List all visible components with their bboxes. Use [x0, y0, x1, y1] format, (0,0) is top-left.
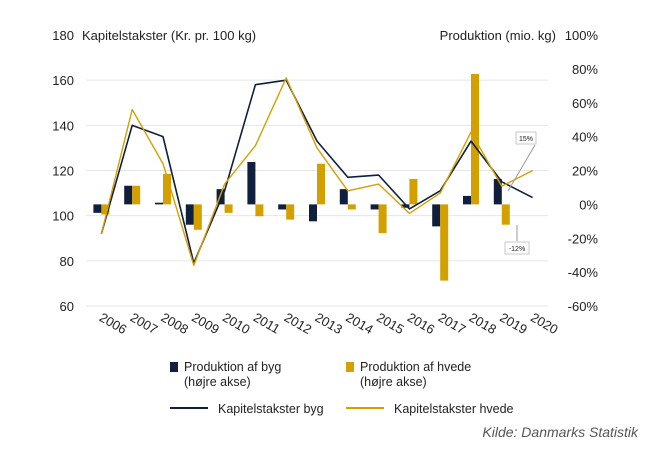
legend-item-hvede-line: Kapitelstakster hvede	[346, 402, 514, 417]
bar-hvede	[224, 204, 233, 213]
right-tick-label: 20%	[572, 164, 598, 179]
right-tick-label: 60%	[572, 96, 598, 111]
lines	[100, 77, 533, 267]
left-tick-label: 140	[52, 118, 74, 133]
annotation-label: 15%	[519, 136, 533, 143]
left-tick-label: 120	[52, 164, 74, 179]
bar-byg	[247, 162, 256, 205]
bar-hvede	[501, 204, 510, 225]
right-tick-label: -40%	[568, 265, 599, 280]
legend-note: (højre akse)	[360, 375, 427, 389]
left-tick-label: 160	[52, 73, 74, 88]
x-tick-label: 2010	[220, 310, 253, 337]
bars	[93, 73, 510, 281]
legend-label: Produktion af hvede	[360, 360, 472, 374]
annotation-label: -12%	[509, 246, 525, 253]
x-tick-label: 2013	[313, 310, 346, 337]
x-tick-label: 2012	[282, 310, 315, 337]
bar-byg	[401, 204, 410, 208]
bar-hvede	[132, 185, 141, 205]
legend-item-byg-line: Kapitelstakster byg	[170, 402, 324, 417]
bar-hvede	[193, 204, 202, 230]
source-note: Kilde: Danmarks Statistik	[482, 424, 638, 440]
right-tick-label: 0%	[579, 197, 598, 212]
bar-byg	[309, 204, 317, 222]
legend-item-byg-bar: Produktion af byg (højre akse)	[170, 360, 281, 390]
left-tick-label: 80	[60, 254, 74, 269]
right-tick-label: 40%	[572, 130, 598, 145]
x-tick-label: 2016	[405, 310, 438, 337]
x-tick-label: 2019	[497, 310, 530, 337]
legend-line	[170, 407, 208, 409]
bar-hvede	[440, 204, 449, 281]
right-tick-label: 100%	[565, 28, 599, 43]
x-tick-label: 2014	[343, 310, 376, 337]
x-tick-label: 2015	[374, 310, 407, 337]
left-tick-label: 180	[52, 28, 74, 43]
right-axis-ticks: -60% -40% -20% 0% 20% 40% 60% 80% 100%	[565, 28, 599, 314]
left-tick-label: 100	[52, 209, 74, 224]
bar-byg	[432, 204, 441, 227]
bar-byg	[339, 189, 348, 205]
bar-hvede	[317, 163, 325, 205]
bar-hvede	[255, 204, 264, 217]
line-kapitelstakster-hvede	[100, 77, 533, 267]
bar-byg	[155, 202, 163, 205]
bar-hvede	[163, 173, 171, 205]
annotation-minus-12: -12%	[504, 225, 530, 255]
bar-byg	[493, 178, 502, 205]
left-axis-ticks: 60 80 100 120 140 160 180	[52, 28, 74, 314]
left-tick-label: 60	[60, 299, 74, 314]
bar-hvede	[409, 178, 418, 205]
right-tick-label: -20%	[568, 231, 599, 246]
legend-swatch	[346, 362, 354, 372]
annotation-15: 15%	[507, 131, 537, 192]
legend-label: Kapitelstakster byg	[218, 402, 324, 416]
x-tick-label: 2007	[128, 310, 161, 337]
bar-hvede	[347, 204, 356, 210]
x-tick-label: 2006	[97, 310, 130, 337]
bar-hvede	[101, 204, 110, 215]
x-tick-label: 2009	[189, 310, 222, 337]
legend-label: Produktion af byg	[184, 360, 282, 374]
legend-item-hvede-bar: Produktion af hvede (højre akse)	[346, 360, 471, 390]
legend-label: Kapitelstakster hvede	[394, 402, 514, 416]
right-tick-label: -60%	[568, 299, 599, 314]
bar-byg	[370, 204, 379, 210]
line-kapitelstakster-byg	[100, 79, 533, 264]
bar-byg	[216, 189, 225, 205]
legend-swatch	[170, 362, 178, 372]
right-axis-title: Produktion (mio. kg)	[440, 28, 556, 43]
bar-byg	[93, 204, 102, 213]
x-tick-label: 2017	[436, 310, 469, 337]
bar-byg	[278, 204, 287, 210]
bar-byg	[124, 185, 133, 205]
legend-note: (højre akse)	[184, 375, 251, 389]
x-tick-label: 2020	[528, 310, 561, 337]
bar-hvede	[286, 204, 295, 220]
bar-byg	[463, 195, 471, 205]
x-tick-label: 2011	[251, 310, 283, 337]
bar-byg	[185, 204, 194, 225]
x-tick-label: 2008	[159, 310, 192, 337]
x-tick-label: 2018	[467, 310, 500, 337]
left-axis-title: Kapitelstakster (Kr. pr. 100 kg)	[82, 28, 256, 43]
right-tick-label: 80%	[572, 62, 598, 77]
bar-hvede	[378, 204, 387, 234]
legend-line	[346, 407, 384, 409]
